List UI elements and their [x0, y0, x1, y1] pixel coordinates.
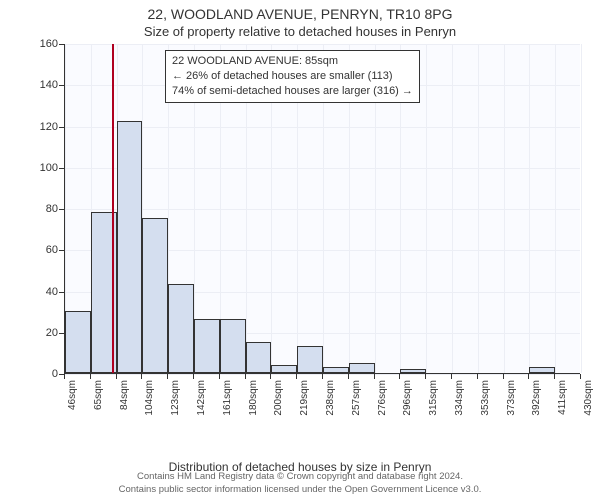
x-tick-label: 296sqm [402, 380, 413, 416]
y-tick-label: 140 [24, 79, 58, 91]
x-tick-label: 219sqm [299, 380, 310, 416]
y-tick-label: 40 [24, 286, 58, 298]
x-tick-mark [580, 374, 581, 379]
y-tick-label: 80 [24, 203, 58, 215]
x-tick-label: 238sqm [325, 380, 336, 416]
x-tick-label: 65sqm [93, 380, 104, 410]
histogram-bar [65, 311, 91, 373]
x-tick-label: 411sqm [557, 380, 568, 415]
anno-line-3: 74% of semi-detached houses are larger (… [172, 84, 413, 99]
x-tick-mark [245, 374, 246, 379]
x-ticks: 46sqm 65sqm 84sqm 104sqm 123sqm 142sqm 161sqm 1… [64, 374, 580, 424]
x-tick-label: 353sqm [480, 380, 491, 416]
page-title-2: Size of property relative to detached ho… [0, 22, 600, 39]
x-tick-mark [64, 374, 65, 379]
footer-line-1: Contains HM Land Registry data © Crown c… [0, 471, 600, 483]
x-tick-label: 315sqm [428, 380, 439, 416]
y-ticks: 020406080100120140160 [24, 44, 58, 374]
page-title-1: 22, WOODLAND AVENUE, PENRYN, TR10 8PG [0, 0, 600, 22]
y-tick-label: 120 [24, 121, 58, 133]
x-tick-mark [219, 374, 220, 379]
x-tick-mark [503, 374, 504, 379]
x-tick-mark [554, 374, 555, 379]
x-tick-mark [374, 374, 375, 379]
x-tick-label: 373sqm [506, 380, 517, 416]
x-tick-mark [141, 374, 142, 379]
x-tick-mark [90, 374, 91, 379]
x-tick-mark [451, 374, 452, 379]
gridline-v [581, 44, 582, 373]
x-tick-mark [193, 374, 194, 379]
chart-container: Number of detached properties 22 WOODLAN… [64, 44, 580, 424]
x-tick-label: 123sqm [170, 380, 181, 416]
plot-area: 22 WOODLAND AVENUE: 85sqm ← 26% of detac… [64, 44, 580, 374]
x-tick-mark [270, 374, 271, 379]
x-tick-label: 200sqm [273, 380, 284, 416]
x-tick-label: 430sqm [583, 380, 594, 416]
x-tick-label: 257sqm [351, 380, 362, 416]
histogram-bar [349, 363, 375, 373]
footer: Contains HM Land Registry data © Crown c… [0, 471, 600, 496]
y-tick-label: 20 [24, 327, 58, 339]
x-tick-mark [116, 374, 117, 379]
x-tick-label: 104sqm [144, 380, 155, 416]
histogram-bar [323, 367, 349, 373]
x-tick-mark [528, 374, 529, 379]
footer-line-2: Contains public sector information licen… [0, 484, 600, 496]
y-tick-label: 60 [24, 244, 58, 256]
histogram-bar [400, 369, 426, 373]
x-tick-label: 180sqm [248, 380, 259, 416]
histogram-bar [117, 121, 143, 373]
x-tick-mark [322, 374, 323, 379]
x-tick-label: 276sqm [377, 380, 388, 416]
x-tick-mark [167, 374, 168, 379]
y-tick-label: 0 [24, 368, 58, 380]
histogram-bar [142, 218, 168, 373]
annotation-box: 22 WOODLAND AVENUE: 85sqm ← 26% of detac… [165, 50, 420, 103]
x-tick-label: 334sqm [454, 380, 465, 416]
histogram-bar [220, 319, 246, 373]
anno-line-1: 22 WOODLAND AVENUE: 85sqm [172, 54, 413, 69]
x-tick-label: 142sqm [196, 380, 207, 416]
y-tick-label: 160 [24, 38, 58, 50]
x-tick-mark [296, 374, 297, 379]
histogram-bar [168, 284, 194, 373]
histogram-bar [194, 319, 220, 373]
x-tick-label: 84sqm [119, 380, 130, 410]
y-tick-label: 100 [24, 162, 58, 174]
x-tick-mark [348, 374, 349, 379]
anno-line-2: ← 26% of detached houses are smaller (11… [172, 69, 413, 84]
x-tick-label: 392sqm [531, 380, 542, 416]
histogram-bar [529, 367, 555, 373]
x-tick-mark [425, 374, 426, 379]
x-tick-mark [399, 374, 400, 379]
histogram-bar [246, 342, 272, 373]
x-tick-label: 161sqm [222, 380, 233, 416]
histogram-bar [297, 346, 323, 373]
histogram-bar [271, 365, 297, 373]
reference-line [112, 44, 114, 373]
x-tick-label: 46sqm [67, 380, 78, 410]
x-tick-mark [477, 374, 478, 379]
